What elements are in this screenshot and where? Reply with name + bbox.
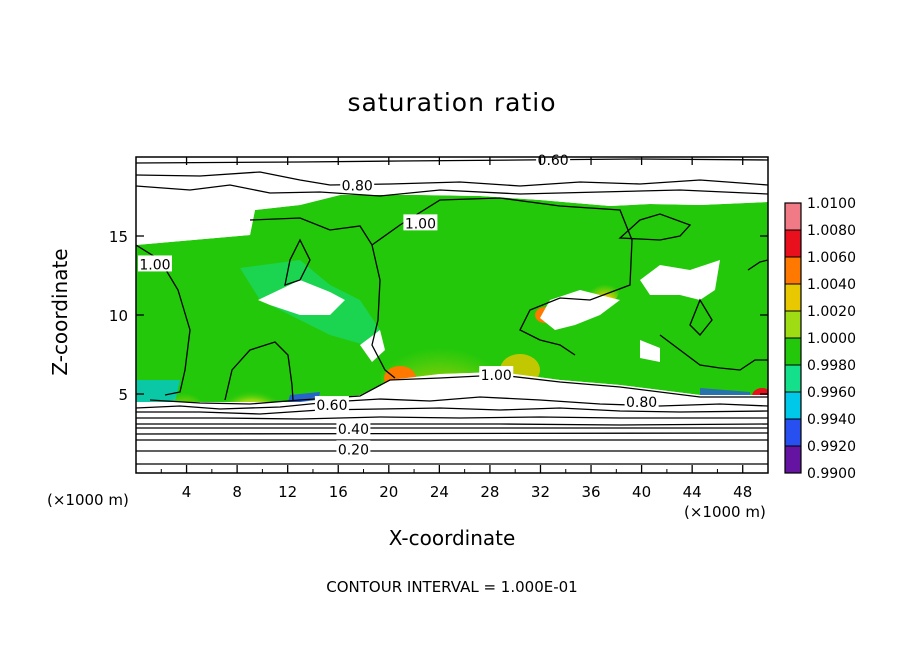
x-tick-label: 12 [278, 483, 297, 501]
x-axis-ticks: 4 8 12 16 20 24 28 32 36 40 44 48 [160, 157, 752, 501]
x-unit-label-left: (×1000 m) [47, 491, 129, 509]
y-tick-label: 5 [118, 386, 128, 404]
saturation-field [136, 157, 768, 473]
x-axis-label: X-coordinate [388, 526, 516, 550]
contour-label-bg [340, 176, 375, 193]
colorbar: 1.0100 1.0080 1.0060 1.0040 1.0020 1.0000 0.99… [784, 196, 856, 482]
colorbar-band [785, 338, 801, 366]
x-tick-label: 28 [480, 483, 499, 501]
colorbar-label: 0.9980 [807, 358, 856, 374]
contour-interval-note: CONTOUR INTERVAL = 1.000E-01 [326, 578, 578, 596]
contour-label-bg [336, 440, 371, 457]
x-tick-label: 48 [733, 483, 752, 501]
contour-label: 0.40 [338, 422, 369, 438]
contour-lines [136, 158, 768, 465]
colorbar-band [785, 230, 801, 258]
x-tick-label: 20 [379, 483, 398, 501]
colorbar-band [785, 203, 801, 231]
contour-label-bg [137, 255, 172, 272]
colorbar-label: 0.9940 [807, 412, 856, 428]
colorbar-label: 0.9960 [807, 385, 856, 401]
contour-label: 0.60 [538, 153, 569, 169]
y-axis-ticks: 5 10 15 [109, 228, 768, 404]
y-tick-label: 10 [109, 307, 128, 325]
contour-label-bg [314, 396, 349, 413]
contour-label-bg [624, 392, 659, 409]
colorbar-label: 0.9920 [807, 439, 856, 455]
colorbar-label: 1.0000 [807, 331, 856, 347]
x-tick-label: 8 [232, 483, 242, 501]
colorbar-band [785, 419, 801, 447]
colorbar-label: 0.9900 [807, 466, 856, 482]
chart-title: saturation ratio [347, 88, 557, 117]
x-tick-label: 40 [632, 483, 651, 501]
x-tick-label: 36 [581, 483, 600, 501]
x-tick-label: 16 [329, 483, 348, 501]
contour-label: 1.00 [405, 216, 436, 232]
contour-label-bg [403, 214, 438, 231]
x-tick-label: 44 [683, 483, 702, 501]
x-tick-label: 32 [531, 483, 550, 501]
contour-label-bg [336, 419, 371, 436]
colorbar-band [785, 284, 801, 312]
colorbar-band [785, 311, 801, 339]
y-tick-label: 15 [109, 228, 128, 246]
contour-label: 0.80 [342, 178, 373, 194]
contour-label: 1.00 [481, 368, 512, 384]
colorbar-label: 1.0040 [807, 277, 856, 293]
contour-label-bg [479, 366, 514, 383]
contour-label: 0.20 [338, 442, 369, 458]
contour-label: 0.80 [626, 395, 657, 411]
colorbar-label: 1.0080 [807, 223, 856, 239]
colorbar-band [785, 365, 801, 393]
x-tick-label: 24 [430, 483, 449, 501]
colorbar-band [785, 392, 801, 420]
colorbar-band [785, 257, 801, 285]
contour-label-bg [536, 151, 571, 168]
x-tick-label: 4 [182, 483, 192, 501]
colorbar-label: 1.0020 [807, 304, 856, 320]
colorbar-band [785, 446, 801, 474]
colorbar-label: 1.0060 [807, 250, 856, 266]
contour-label: 0.60 [316, 398, 347, 414]
contour-label: 1.00 [139, 257, 170, 273]
x-unit-label-right: (×1000 m) [684, 503, 766, 521]
colorbar-label: 1.0100 [807, 196, 856, 212]
